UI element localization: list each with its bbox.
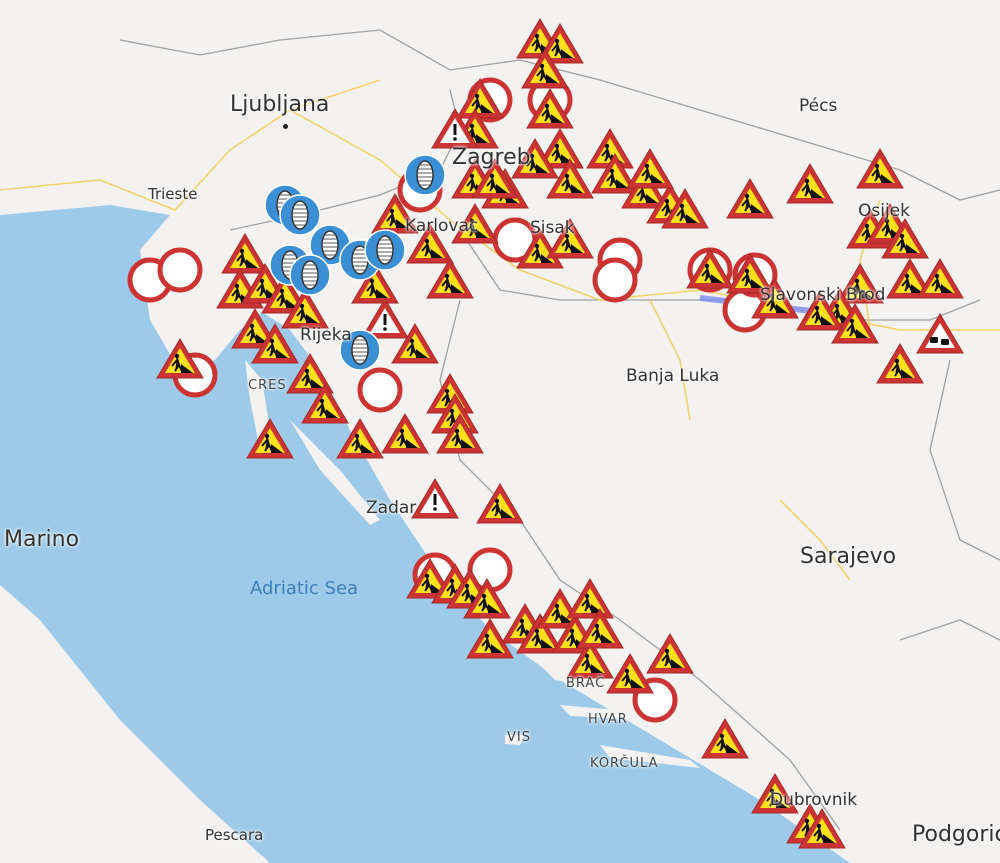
road-closed-icon[interactable] (357, 367, 403, 413)
road-works-icon[interactable] (426, 373, 474, 414)
city-dot (283, 124, 288, 129)
road-works-icon[interactable] (701, 718, 749, 759)
road-works-icon[interactable] (886, 258, 934, 299)
road-works-icon[interactable] (511, 138, 559, 179)
winter-tyres-icon[interactable] (279, 194, 321, 236)
road-works-icon[interactable] (798, 808, 846, 849)
road-works-icon[interactable] (521, 48, 569, 89)
city-label-zadar: Zadar (366, 498, 417, 518)
road-works-icon[interactable] (586, 128, 634, 169)
road-works-icon[interactable] (751, 773, 799, 814)
road-works-icon[interactable] (661, 188, 709, 229)
road-works-icon[interactable] (566, 578, 614, 619)
road-works-icon[interactable] (591, 153, 639, 194)
city-label-pecs: Pécs (799, 96, 838, 116)
island-label-cres: CRES (248, 378, 287, 393)
road-works-icon[interactable] (876, 343, 924, 384)
road-works-icon[interactable] (726, 178, 774, 219)
road-works-icon[interactable] (406, 558, 454, 599)
road-works-icon[interactable] (626, 148, 674, 189)
road-works-icon[interactable] (476, 483, 524, 524)
city-label-sarajevo: Sarajevo (800, 544, 897, 569)
road-works-icon[interactable] (426, 258, 474, 299)
road-works-icon[interactable] (516, 613, 564, 654)
road-works-icon[interactable] (451, 203, 499, 244)
road-works-icon[interactable] (463, 578, 511, 619)
road-works-icon[interactable] (351, 263, 399, 304)
road-works-icon[interactable] (686, 248, 734, 289)
road-works-icon[interactable] (856, 148, 904, 189)
traffic-markers (127, 18, 964, 849)
city-label-karlovac: Karlovac (405, 216, 479, 236)
road-works-icon[interactable] (796, 290, 844, 331)
road-works-icon[interactable] (471, 158, 519, 199)
road-works-icon[interactable] (606, 653, 654, 694)
island-label-brac: BRAČ (566, 676, 606, 691)
island-label-korcula: KORČULA (590, 756, 659, 771)
road-works-icon[interactable] (381, 413, 429, 454)
danger-warning-icon[interactable] (431, 108, 479, 149)
road-works-icon[interactable] (336, 418, 384, 459)
danger-warning-icon[interactable] (361, 298, 409, 339)
road-works-icon[interactable] (286, 353, 334, 394)
city-label-zagreb: Zagreb (452, 145, 531, 170)
road-works-icon[interactable] (546, 158, 594, 199)
road-works-icon[interactable] (566, 638, 614, 679)
winter-tyres-icon[interactable] (404, 154, 446, 196)
island-label-vis: VIS (507, 730, 531, 745)
city-label-rijeka: Rijeka (300, 325, 352, 345)
road-works-icon[interactable] (646, 633, 694, 674)
city-label-san-marino: Marino (4, 527, 80, 552)
road-works-icon[interactable] (371, 193, 419, 234)
road-works-icon[interactable] (726, 253, 774, 294)
city-label-brod: Slavonski Brod (760, 285, 886, 305)
road-works-icon[interactable] (436, 413, 484, 454)
road-works-icon[interactable] (281, 288, 329, 329)
road-works-icon[interactable] (916, 258, 964, 299)
city-label-trieste: Trieste (148, 185, 198, 203)
road-works-icon[interactable] (836, 263, 884, 304)
traffic-jam-icon[interactable] (916, 313, 964, 354)
city-label-pescara: Pescara (205, 826, 264, 844)
road-works-icon[interactable] (156, 338, 204, 379)
winter-tyres-icon[interactable] (339, 329, 381, 371)
road-works-icon[interactable] (546, 218, 594, 259)
road-works-icon[interactable] (246, 418, 294, 459)
road-works-icon[interactable] (831, 303, 879, 344)
danger-warning-icon[interactable] (411, 478, 459, 519)
road-closed-icon[interactable] (592, 257, 638, 303)
city-label-podgorica: Podgorica (912, 822, 1000, 847)
road-works-icon[interactable] (456, 78, 504, 119)
road-works-icon[interactable] (301, 383, 349, 424)
city-label-sisak: Sisak (530, 218, 575, 238)
city-label-dubrovnik: Dubrovnik (770, 790, 858, 810)
city-label-banja-luka: Banja Luka (626, 366, 720, 386)
road-works-icon[interactable] (881, 218, 929, 259)
city-label-osijek: Osijek (858, 201, 910, 221)
road-works-icon[interactable] (576, 608, 624, 649)
city-label-ljubljana: Ljubljana (230, 92, 330, 117)
road-works-icon[interactable] (751, 278, 799, 319)
road-works-icon[interactable] (221, 233, 269, 274)
winter-tyres-icon[interactable] (364, 229, 406, 271)
road-works-icon[interactable] (536, 128, 584, 169)
road-works-icon[interactable] (406, 223, 454, 264)
road-works-icon[interactable] (536, 23, 584, 64)
sea (0, 205, 850, 863)
road-works-icon[interactable] (526, 88, 574, 129)
winter-tyres-icon[interactable] (289, 254, 331, 296)
sea-label-adriatic: Adriatic Sea (250, 578, 359, 599)
road-works-icon[interactable] (786, 163, 834, 204)
road-closed-icon[interactable] (157, 247, 203, 293)
road-works-icon[interactable] (466, 618, 514, 659)
road-works-icon[interactable] (251, 323, 299, 364)
road-works-icon[interactable] (391, 323, 439, 364)
island-label-hvar: HVAR (588, 712, 628, 727)
